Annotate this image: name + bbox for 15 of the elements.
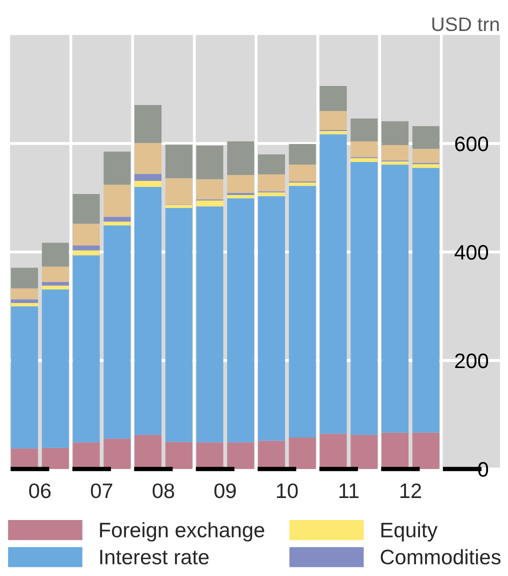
legend-label: Equity [381, 522, 438, 542]
x-tick-label: 12 [400, 483, 421, 498]
y-tick-label: 400 [454, 245, 488, 260]
x-tick-label: 10 [276, 483, 298, 498]
y-axis-title: USD trn [432, 17, 499, 32]
x-tick-label: 08 [152, 483, 174, 498]
x-tick-label: 07 [90, 483, 112, 498]
legend-label: Interest rate [100, 550, 209, 564]
y-tick-label: 600 [455, 136, 488, 152]
x-tick-label: 11 [339, 484, 359, 498]
x-tick-label: 06 [29, 483, 51, 498]
legend-label: Commodities [380, 549, 500, 564]
y-tick-label: 200 [455, 354, 488, 368]
x-tick-label: 09 [214, 483, 236, 498]
legend-label: Foreign exchange [100, 522, 264, 542]
